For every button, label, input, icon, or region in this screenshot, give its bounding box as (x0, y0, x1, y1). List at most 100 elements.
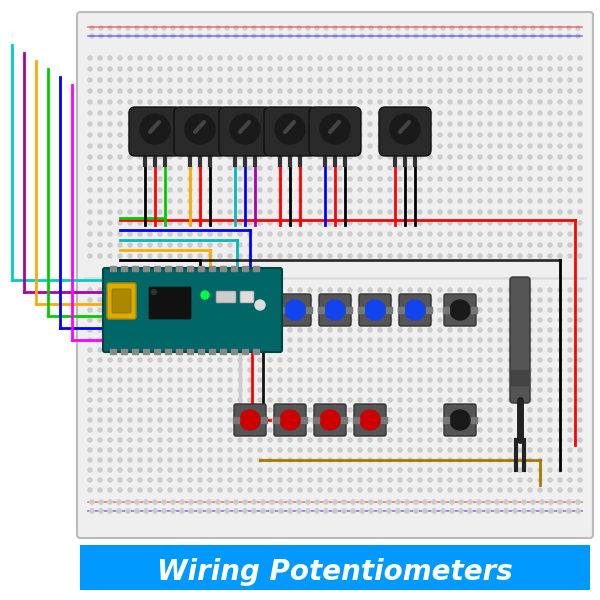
Circle shape (328, 144, 332, 148)
Circle shape (148, 188, 152, 192)
Circle shape (351, 500, 355, 504)
Circle shape (358, 188, 362, 192)
Circle shape (318, 188, 322, 192)
Circle shape (268, 100, 272, 104)
Circle shape (488, 468, 492, 472)
Circle shape (498, 388, 502, 392)
Circle shape (207, 500, 211, 504)
Circle shape (578, 368, 582, 372)
Circle shape (328, 177, 332, 181)
Circle shape (278, 210, 282, 214)
Circle shape (148, 448, 152, 452)
Circle shape (548, 468, 552, 472)
Circle shape (238, 122, 242, 126)
Circle shape (368, 177, 372, 181)
Circle shape (348, 155, 352, 159)
Circle shape (378, 500, 382, 504)
Circle shape (148, 348, 152, 352)
Circle shape (528, 298, 532, 302)
Circle shape (238, 133, 242, 137)
Circle shape (548, 378, 552, 382)
FancyBboxPatch shape (274, 404, 306, 436)
Circle shape (414, 509, 418, 513)
Circle shape (298, 111, 302, 115)
Circle shape (238, 348, 242, 352)
Circle shape (408, 438, 412, 442)
Circle shape (438, 78, 442, 82)
Circle shape (578, 144, 582, 148)
Circle shape (538, 166, 542, 170)
Circle shape (408, 111, 412, 115)
Circle shape (318, 67, 322, 71)
Circle shape (538, 243, 542, 247)
Circle shape (441, 509, 445, 513)
Bar (313, 417, 319, 423)
Bar (132, 349, 138, 354)
FancyBboxPatch shape (444, 404, 476, 436)
Circle shape (198, 111, 202, 115)
Circle shape (218, 144, 222, 148)
Circle shape (428, 144, 432, 148)
Circle shape (168, 388, 172, 392)
Circle shape (548, 348, 552, 352)
Circle shape (308, 408, 312, 412)
Circle shape (428, 438, 432, 442)
Circle shape (238, 328, 242, 332)
Circle shape (148, 378, 152, 382)
Circle shape (522, 500, 526, 504)
Circle shape (138, 210, 142, 214)
Circle shape (338, 368, 342, 372)
Circle shape (328, 210, 332, 214)
Circle shape (228, 378, 232, 382)
Circle shape (178, 308, 182, 312)
Circle shape (297, 509, 301, 513)
Circle shape (243, 34, 247, 38)
Circle shape (548, 155, 552, 159)
Circle shape (478, 408, 482, 412)
Circle shape (270, 500, 274, 504)
Circle shape (328, 408, 332, 412)
Circle shape (278, 254, 282, 258)
Ellipse shape (390, 114, 420, 144)
Circle shape (388, 318, 392, 322)
Circle shape (168, 468, 172, 472)
Circle shape (414, 500, 418, 504)
Circle shape (278, 448, 282, 452)
FancyBboxPatch shape (264, 107, 316, 156)
Circle shape (328, 199, 332, 203)
Circle shape (448, 221, 452, 225)
Circle shape (148, 111, 152, 115)
Circle shape (418, 308, 422, 312)
Circle shape (498, 328, 502, 332)
Circle shape (578, 318, 582, 322)
Circle shape (508, 188, 512, 192)
Circle shape (118, 368, 122, 372)
Circle shape (538, 328, 542, 332)
Circle shape (528, 448, 532, 452)
Circle shape (188, 458, 192, 462)
Circle shape (368, 243, 372, 247)
Circle shape (178, 232, 182, 236)
Circle shape (138, 438, 142, 442)
Circle shape (188, 166, 192, 170)
Circle shape (478, 56, 482, 60)
Circle shape (448, 144, 452, 148)
Circle shape (548, 388, 552, 392)
Circle shape (567, 500, 571, 504)
Circle shape (268, 328, 272, 332)
Circle shape (288, 56, 292, 60)
Circle shape (178, 221, 182, 225)
Circle shape (278, 398, 282, 402)
Circle shape (458, 448, 462, 452)
Circle shape (418, 144, 422, 148)
Circle shape (468, 177, 472, 181)
Circle shape (548, 428, 552, 432)
Circle shape (438, 338, 442, 342)
Circle shape (358, 67, 362, 71)
Circle shape (168, 100, 172, 104)
Circle shape (189, 26, 193, 30)
Circle shape (441, 26, 445, 30)
Bar (443, 417, 449, 423)
Circle shape (548, 78, 552, 82)
Circle shape (518, 388, 522, 392)
